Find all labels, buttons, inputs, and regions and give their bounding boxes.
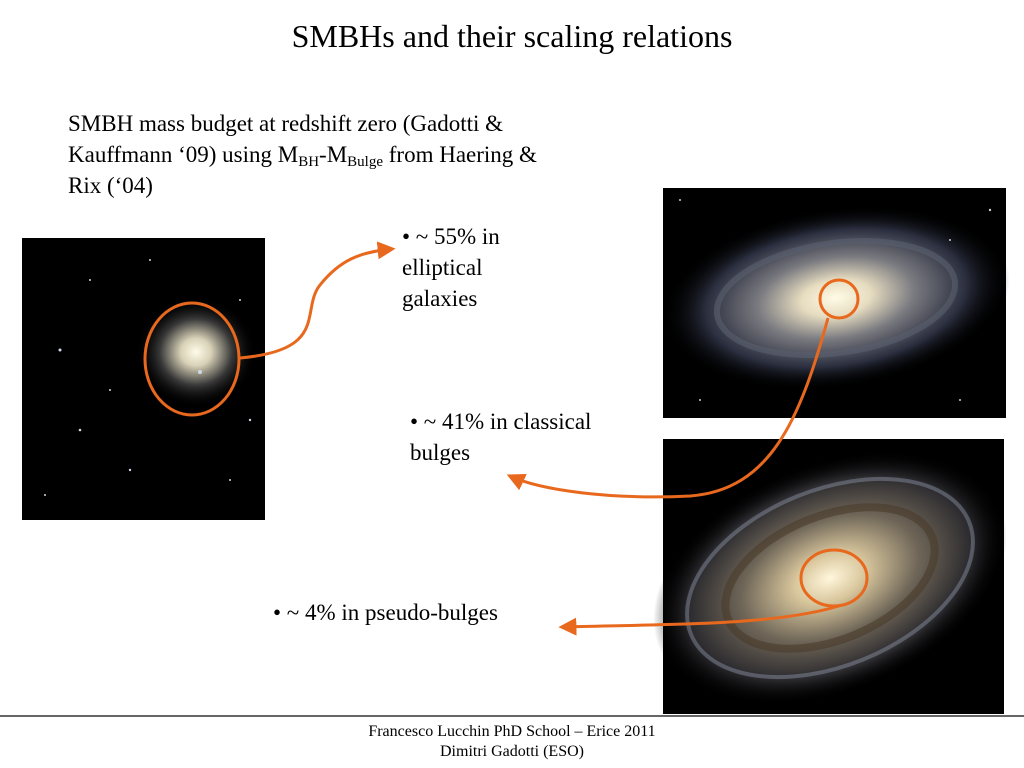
annotations: [143, 241, 869, 636]
footer-line: Dimitri Gadotti (ESO): [440, 743, 584, 760]
subscript: BH: [298, 154, 320, 170]
bullet: • ~ 4% in pseudo-bulges: [273, 600, 498, 625]
intro-text: SMBH mass budget at redshift zero (Gadot…: [68, 111, 504, 167]
slide-title: SMBHs and their scaling relations: [291, 18, 733, 54]
subscript: Bulge: [347, 154, 383, 170]
intro-text: from Haering & Rix (‘04): [68, 142, 537, 198]
bullet: • ~ 41% in classical bulges: [410, 409, 592, 465]
bullet: • ~ 55% in elliptical galaxies: [402, 224, 500, 311]
footer-line: Francesco Lucchin PhD School – Erice 201…: [368, 723, 656, 740]
spiral-image-top: [662, 188, 1010, 418]
intro-text: -M: [319, 142, 348, 167]
intro-text: SMBH mass budget at redshift zero (Gadot…: [68, 108, 558, 201]
elliptical-image: [22, 238, 265, 520]
spiral-image-bottom: [653, 439, 1007, 714]
